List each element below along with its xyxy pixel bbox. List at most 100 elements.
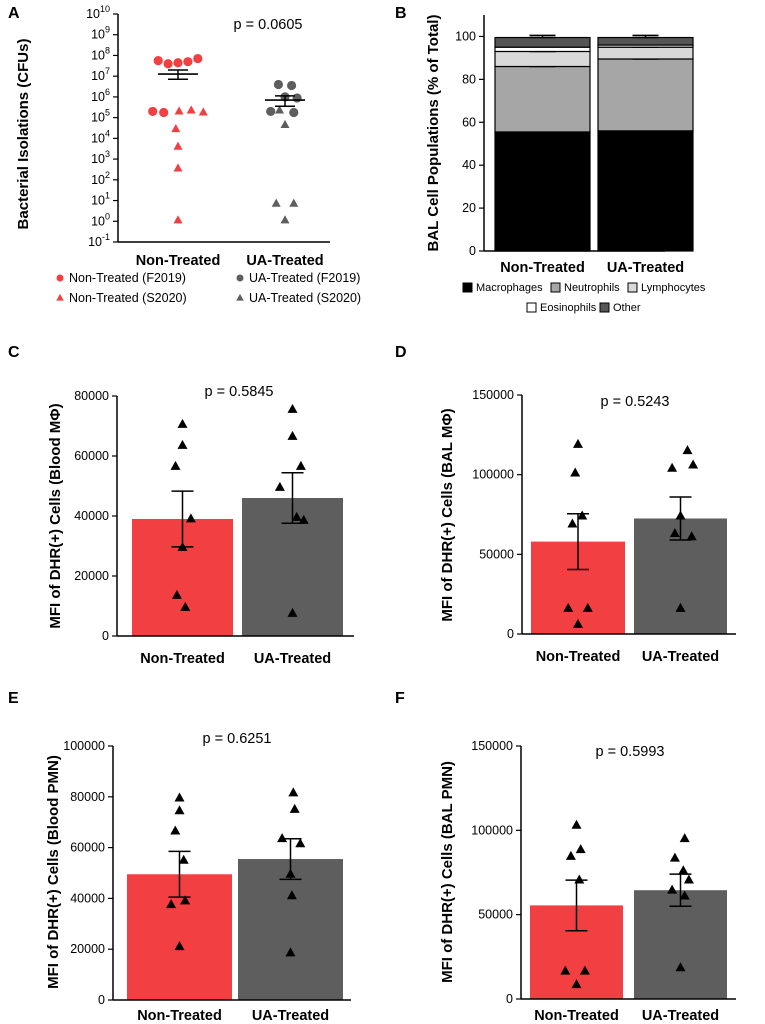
- legend-label: Macrophages: [476, 282, 543, 294]
- data-point: [571, 819, 582, 829]
- data-point: [171, 124, 181, 133]
- legend-swatch: [526, 302, 537, 313]
- data-point: [180, 895, 191, 905]
- y-tick-label: 100000: [63, 739, 105, 753]
- y-tick-label: 106: [91, 87, 110, 104]
- panel-label-f: F: [395, 690, 405, 707]
- panel-f: F Non-Treated UA-Treated 0 50000 100000 150000…: [395, 690, 736, 1024]
- y-tick-label: 102: [91, 170, 110, 187]
- stack-segment-other: [494, 36, 591, 48]
- data-point: [679, 890, 690, 900]
- tick-exponent: 10: [100, 4, 110, 14]
- data-point: [298, 514, 309, 524]
- panel-label-b: B: [395, 5, 407, 22]
- tick-base: 10: [86, 7, 100, 21]
- tick-exponent: 3: [105, 149, 110, 159]
- stack-segment-eosinophils: [494, 46, 591, 53]
- y-axis-title: BAL Cell Populations (% of Total): [425, 15, 442, 252]
- data-point: [289, 803, 300, 813]
- bar-ua-treated: [238, 859, 343, 1000]
- tick-base: 10: [91, 69, 105, 83]
- x-category-label: UA-Treated: [254, 651, 331, 667]
- data-point: [291, 511, 302, 521]
- x-category-label: Non-Treated: [136, 253, 221, 269]
- legend-swatch: [462, 282, 473, 293]
- legend-swatch: [550, 282, 561, 293]
- data-point: [285, 947, 296, 957]
- y-axis-title: MFI of DHR(+) Cells (Blood PMN): [45, 755, 62, 989]
- bar-ua-treated: [634, 890, 727, 999]
- y-tick-label: 40000: [74, 509, 109, 523]
- data-point: [667, 462, 678, 472]
- tick-exponent: 4: [105, 128, 110, 138]
- y-tick-label: 40000: [70, 891, 105, 905]
- data-point: [577, 510, 588, 520]
- y-tick-label: 100000: [471, 823, 513, 837]
- stack-segment-lymphocytes: [597, 46, 694, 60]
- y-tick-label: 0: [98, 993, 105, 1007]
- panel-c: C Non-Treated UA-Treated 0 20000 40000 60000 80…: [8, 344, 354, 667]
- data-point: [295, 838, 306, 848]
- legend-label: UA-Treated (F2019): [249, 271, 360, 285]
- y-tick-label: 20000: [74, 569, 109, 583]
- data-point: [177, 439, 188, 449]
- data-point: [573, 438, 583, 448]
- legend-marker: [56, 293, 64, 301]
- data-point: [567, 518, 578, 528]
- data-point: [273, 79, 283, 90]
- data-point: [186, 105, 196, 114]
- tick-exponent: 8: [105, 45, 110, 55]
- data-point: [266, 106, 276, 117]
- data-point: [271, 198, 281, 207]
- legend-label: Neutrophils: [564, 282, 620, 294]
- p-value-label: p = 0.6251: [203, 731, 272, 747]
- tick-base: 10: [91, 173, 105, 187]
- panel-label-d: D: [395, 344, 407, 361]
- y-tick-label: 60000: [70, 841, 105, 855]
- data-point: [682, 445, 693, 455]
- tick-exponent: 7: [105, 66, 110, 76]
- data-point: [174, 941, 185, 951]
- y-tick-label: 50000: [479, 547, 514, 561]
- y-tick-label: 80: [462, 72, 476, 86]
- stack-segment-other: [597, 36, 694, 46]
- y-tick-label: 0: [506, 992, 513, 1006]
- data-point: [174, 106, 184, 115]
- y-tick-label: 100: [455, 29, 476, 43]
- data-point: [678, 865, 689, 875]
- data-point: [275, 105, 284, 114]
- data-point: [170, 460, 181, 470]
- data-point: [171, 589, 182, 599]
- y-tick-label: 20: [462, 201, 476, 215]
- legend-marker: [56, 274, 64, 282]
- stack-segment-macrophages: [597, 130, 694, 252]
- x-category-label: Non-Treated: [137, 1008, 222, 1024]
- data-point: [173, 215, 183, 224]
- legend-swatch: [599, 302, 610, 313]
- stack-segment-neutrophils: [494, 65, 591, 133]
- data-point: [173, 58, 183, 68]
- data-point: [289, 198, 299, 207]
- y-tick-label: 108: [91, 45, 110, 62]
- stack-segment-lymphocytes: [494, 50, 591, 68]
- y-axis-title: MFI of DHR(+) Cells (BAL MΦ): [439, 408, 456, 621]
- x-category-label: Non-Treated: [534, 1008, 619, 1024]
- x-category-label: UA-Treated: [642, 649, 719, 665]
- data-point: [287, 607, 298, 617]
- data-point: [174, 805, 185, 815]
- panel-d: D Non-Treated UA-Treated 0 50000 100000 150000…: [395, 344, 736, 665]
- data-point: [173, 163, 183, 172]
- tick-base: 10: [91, 131, 105, 145]
- data-point: [166, 899, 177, 909]
- y-tick-label: 10-1: [88, 232, 110, 249]
- legend-label: Non-Treated (S2020): [69, 291, 187, 305]
- data-point: [560, 965, 571, 975]
- data-point: [274, 481, 285, 491]
- legend-label: Non-Treated (F2019): [69, 271, 186, 285]
- x-category-label: UA-Treated: [607, 260, 684, 276]
- data-point: [178, 854, 189, 864]
- stack-segment-neutrophils: [597, 58, 694, 132]
- data-point: [579, 965, 590, 975]
- legend-label: UA-Treated (S2020): [249, 291, 361, 305]
- y-tick-label: 150000: [472, 388, 514, 402]
